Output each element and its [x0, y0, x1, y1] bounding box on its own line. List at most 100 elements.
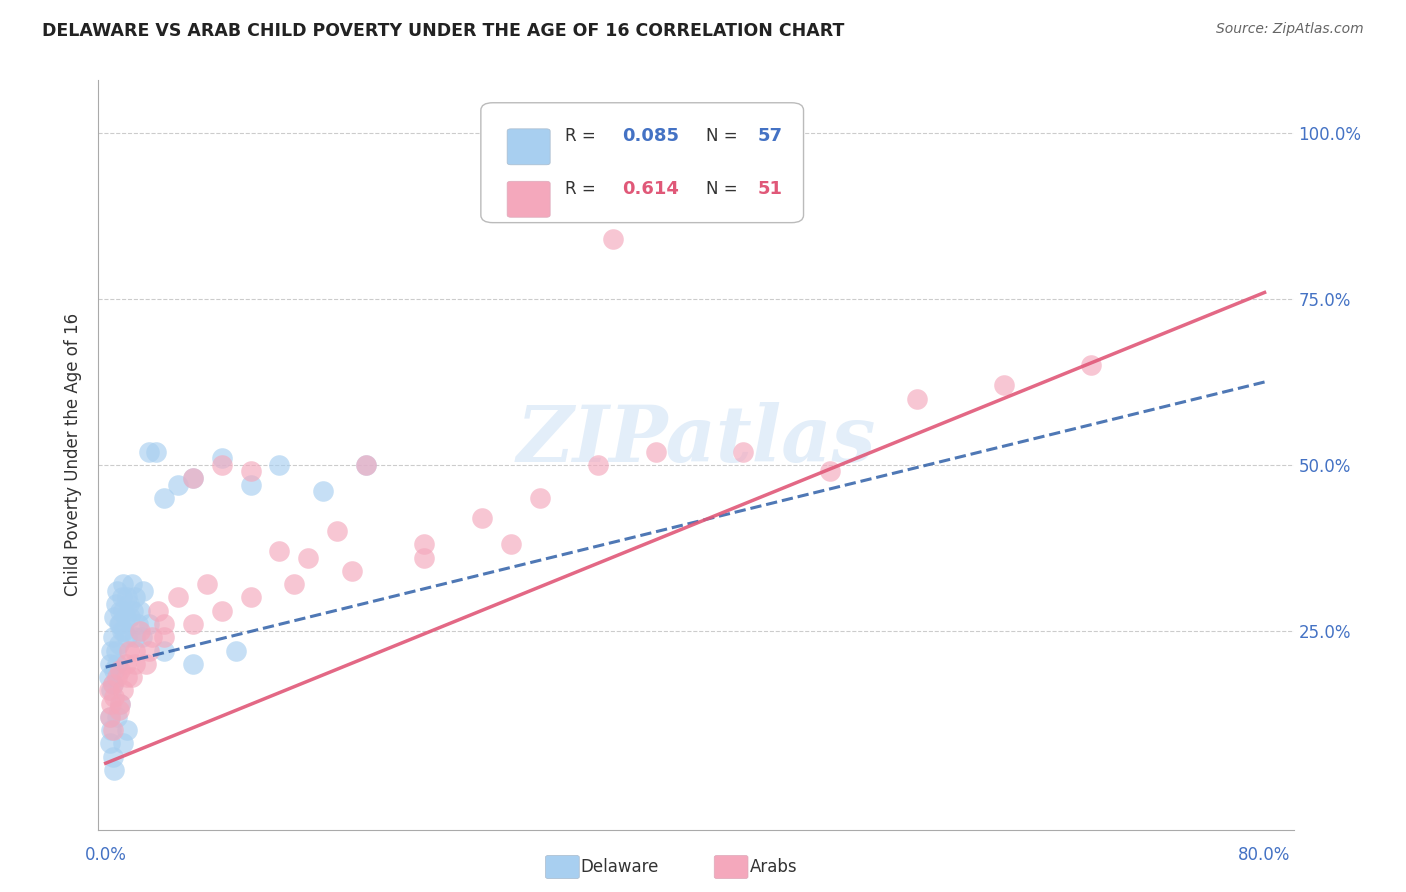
Point [103, 763, 125, 777]
Point [602, 232, 624, 246]
Text: R =: R = [565, 128, 600, 145]
Text: DELAWARE VS ARAB CHILD POVERTY UNDER THE AGE OF 16 CORRELATION CHART: DELAWARE VS ARAB CHILD POVERTY UNDER THE… [42, 22, 845, 40]
Point [225, 643, 247, 657]
Point [98, 657, 121, 671]
Point [818, 465, 841, 479]
Point [269, 544, 291, 558]
Point [152, 643, 174, 657]
Point [105, 657, 128, 671]
Point [152, 630, 174, 644]
Point [108, 664, 131, 678]
Point [529, 491, 551, 505]
Text: R =: R = [565, 180, 600, 198]
Point [118, 643, 141, 657]
Text: 0.085: 0.085 [621, 128, 679, 145]
Point [112, 683, 135, 698]
Point [107, 637, 129, 651]
Point [129, 604, 152, 618]
Point [98, 736, 121, 750]
FancyBboxPatch shape [481, 103, 804, 223]
Point [118, 597, 141, 611]
Point [132, 583, 155, 598]
Point [283, 577, 305, 591]
Point [167, 477, 190, 491]
Point [103, 664, 125, 678]
Point [115, 610, 138, 624]
Text: 51: 51 [758, 180, 783, 198]
Text: Source: ZipAtlas.com: Source: ZipAtlas.com [1216, 22, 1364, 37]
Text: 57: 57 [758, 128, 783, 145]
Point [108, 697, 131, 711]
Y-axis label: Child Poverty Under the Age of 16: Child Poverty Under the Age of 16 [65, 313, 83, 597]
Point [731, 444, 754, 458]
Point [340, 564, 363, 578]
Text: N =: N = [706, 180, 742, 198]
Point [239, 477, 262, 491]
Point [326, 524, 349, 538]
Point [117, 723, 139, 737]
Point [100, 723, 122, 737]
Point [124, 657, 146, 671]
Point [586, 458, 609, 472]
Point [117, 591, 139, 605]
Point [100, 697, 122, 711]
Point [145, 444, 167, 458]
Point [97, 683, 120, 698]
Point [181, 617, 204, 632]
Point [501, 537, 523, 551]
Point [138, 643, 160, 657]
Point [124, 591, 146, 605]
Point [112, 736, 135, 750]
Point [146, 604, 169, 618]
Text: 80.0%: 80.0% [1239, 847, 1291, 864]
Point [181, 471, 204, 485]
Point [101, 749, 124, 764]
Point [297, 550, 319, 565]
Point [122, 604, 145, 618]
Point [120, 610, 142, 624]
Point [181, 657, 204, 671]
Point [108, 617, 131, 632]
Point [104, 643, 127, 657]
Text: Delaware: Delaware [581, 858, 659, 876]
Point [129, 624, 152, 638]
Point [121, 577, 143, 591]
Point [905, 392, 928, 406]
Point [131, 630, 153, 644]
Point [121, 670, 143, 684]
Point [117, 630, 139, 644]
FancyBboxPatch shape [508, 181, 550, 218]
Point [211, 604, 233, 618]
Point [1080, 359, 1102, 373]
Point [100, 643, 122, 657]
Point [112, 604, 135, 618]
Point [115, 657, 138, 671]
Point [97, 670, 120, 684]
Point [211, 458, 233, 472]
Text: Arabs: Arabs [749, 858, 797, 876]
Point [152, 491, 174, 505]
Text: N =: N = [706, 128, 742, 145]
Point [101, 630, 124, 644]
Text: 0.614: 0.614 [621, 180, 679, 198]
Text: 0.0%: 0.0% [84, 847, 127, 864]
Point [152, 617, 174, 632]
Point [98, 710, 121, 724]
Point [993, 378, 1015, 392]
Point [127, 617, 149, 632]
Point [356, 458, 378, 472]
Text: ZIPatlas: ZIPatlas [516, 401, 876, 478]
Point [98, 710, 121, 724]
Point [100, 683, 122, 698]
Point [104, 597, 127, 611]
Point [114, 624, 136, 638]
Point [124, 630, 146, 644]
Point [105, 583, 128, 598]
Point [269, 458, 291, 472]
Point [413, 537, 436, 551]
Point [471, 511, 494, 525]
Point [181, 471, 204, 485]
Point [239, 591, 262, 605]
Point [356, 458, 378, 472]
Point [107, 617, 129, 632]
